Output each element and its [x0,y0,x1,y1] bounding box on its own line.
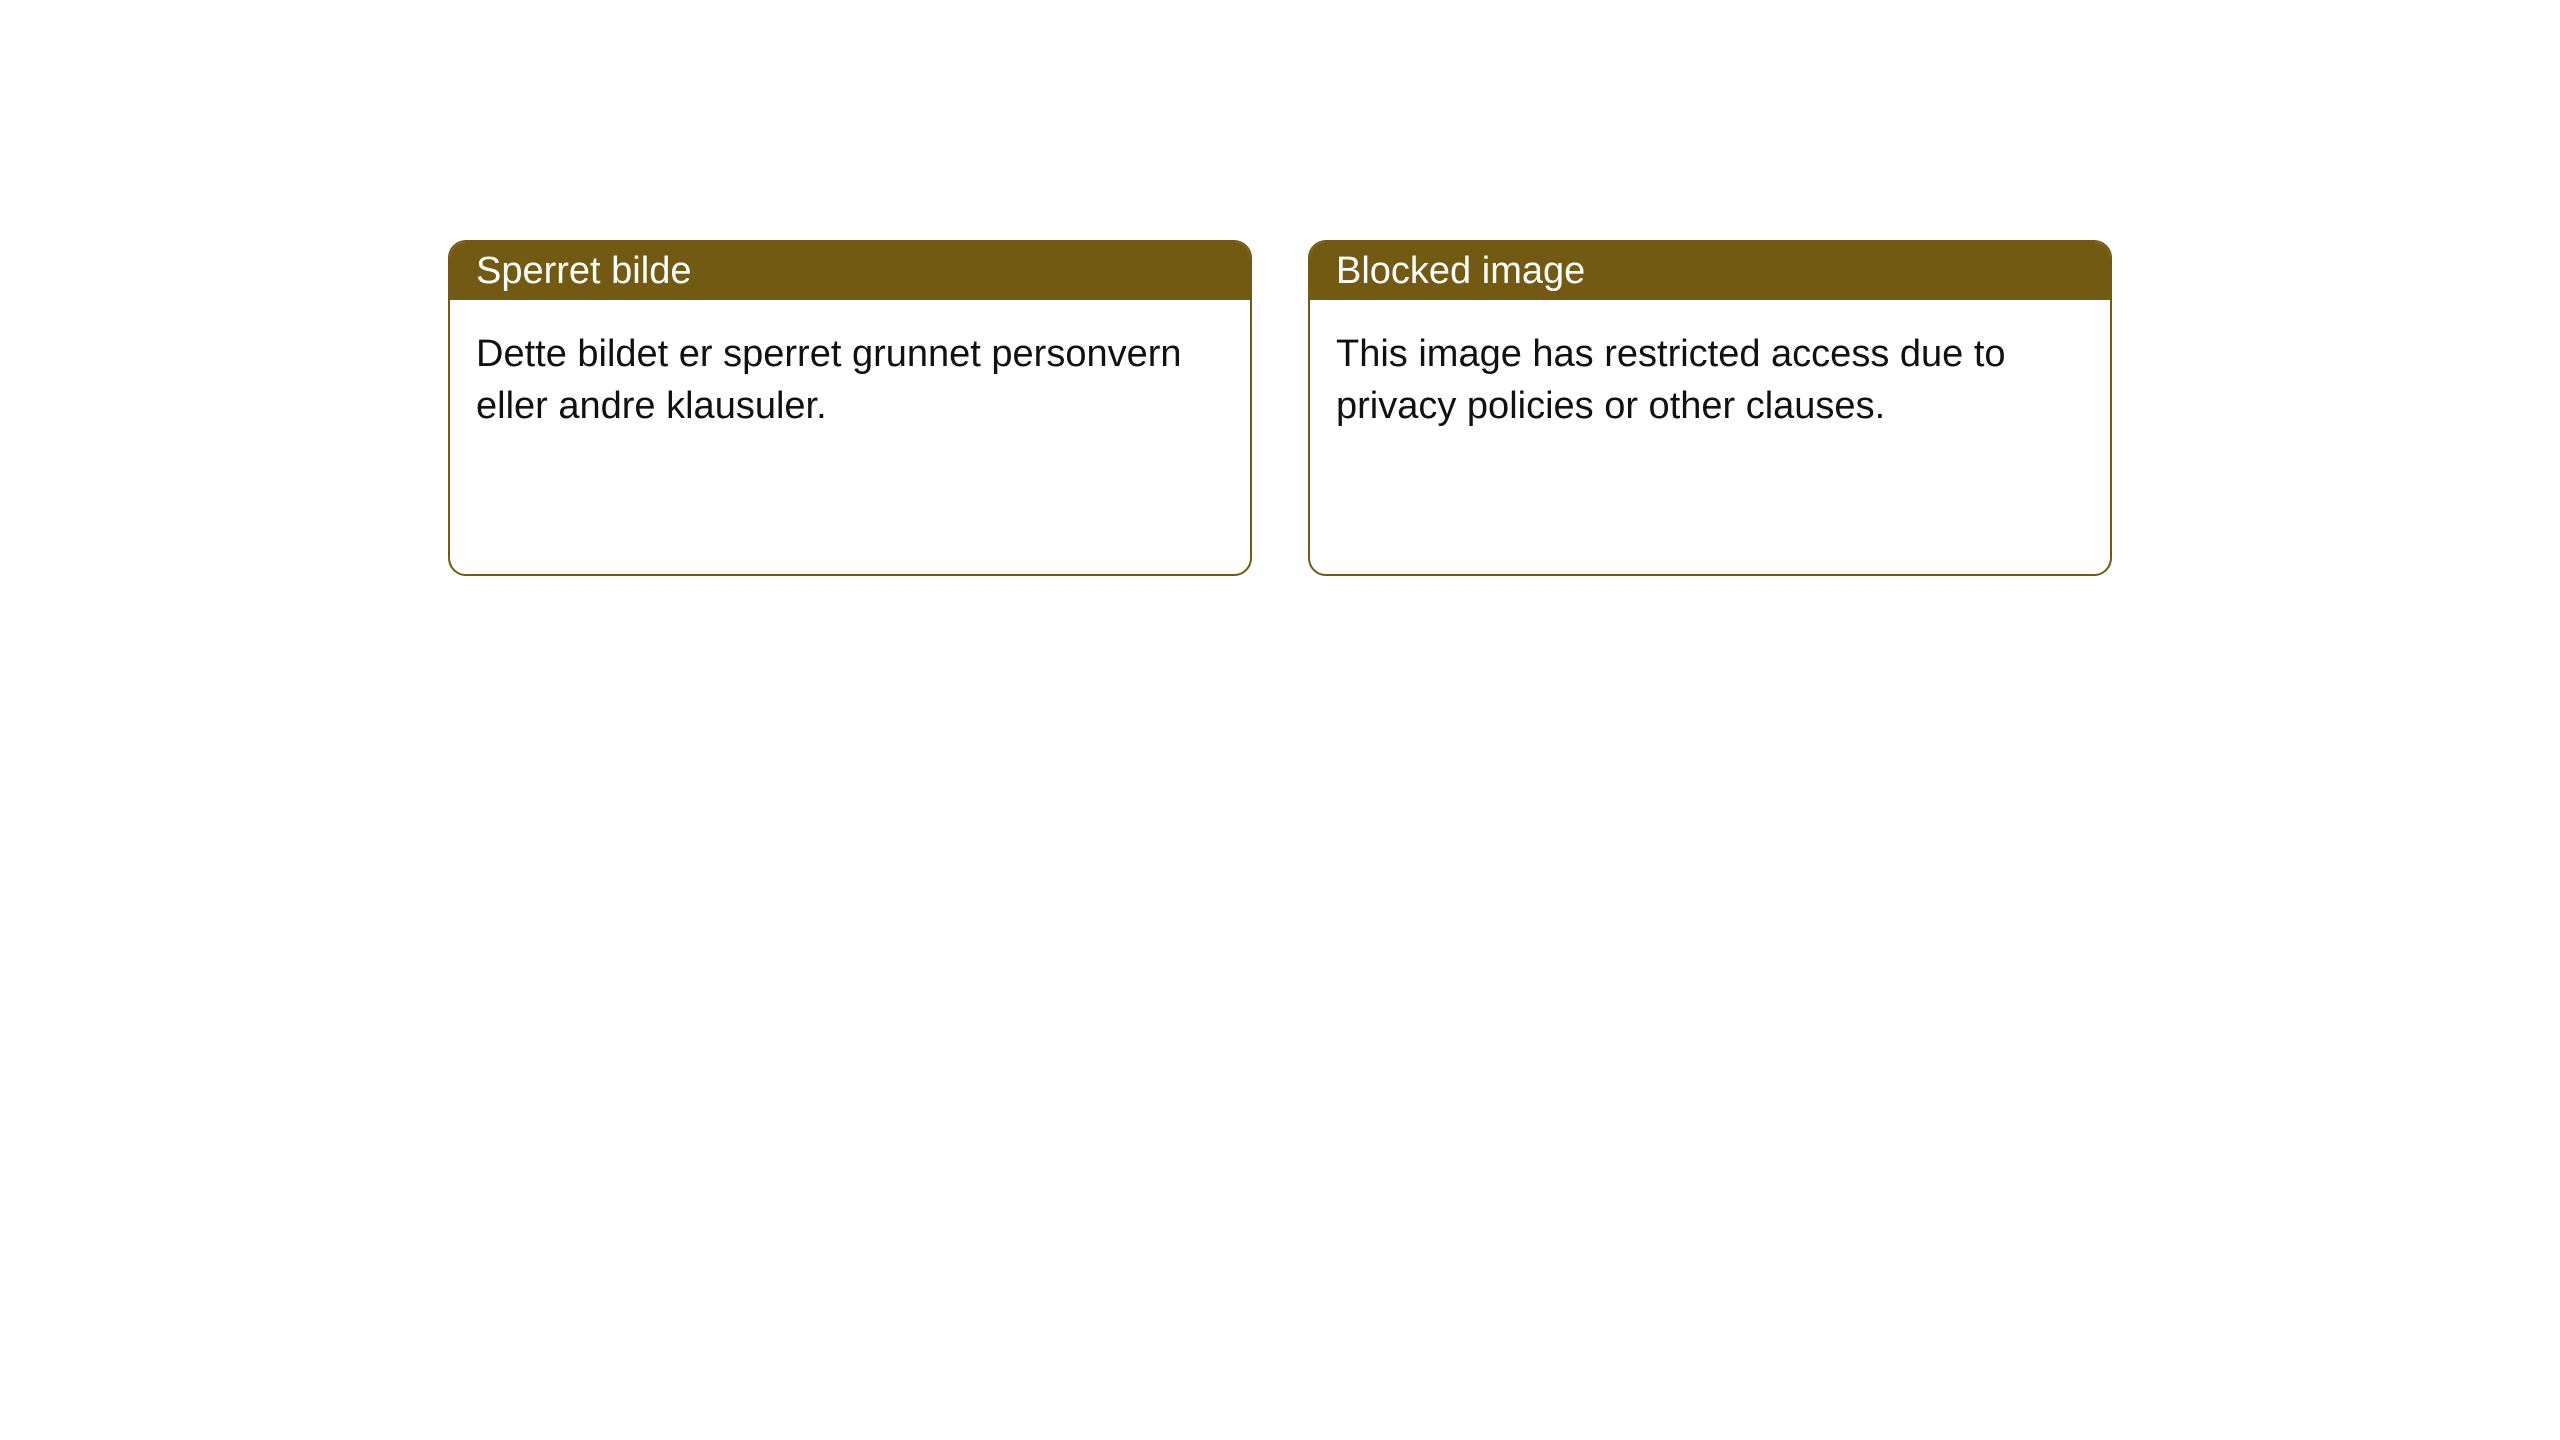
notice-card-header: Sperret bilde [450,242,1250,300]
notice-card-blocked-image: Blocked image This image has restricted … [1308,240,2112,576]
notice-card-body-text: This image has restricted access due to … [1336,333,2006,427]
page-canvas: Sperret bilde Dette bildet er sperret gr… [0,0,2560,1440]
notice-card-header: Blocked image [1310,242,2110,300]
notice-card-body-text: Dette bildet er sperret grunnet personve… [476,333,1182,427]
notice-card-body: Dette bildet er sperret grunnet personve… [450,300,1250,458]
notice-card-title: Blocked image [1336,250,1585,293]
notice-card-title: Sperret bilde [476,250,691,293]
notice-card-sperret-bilde: Sperret bilde Dette bildet er sperret gr… [448,240,1252,576]
notice-card-body: This image has restricted access due to … [1310,300,2110,458]
